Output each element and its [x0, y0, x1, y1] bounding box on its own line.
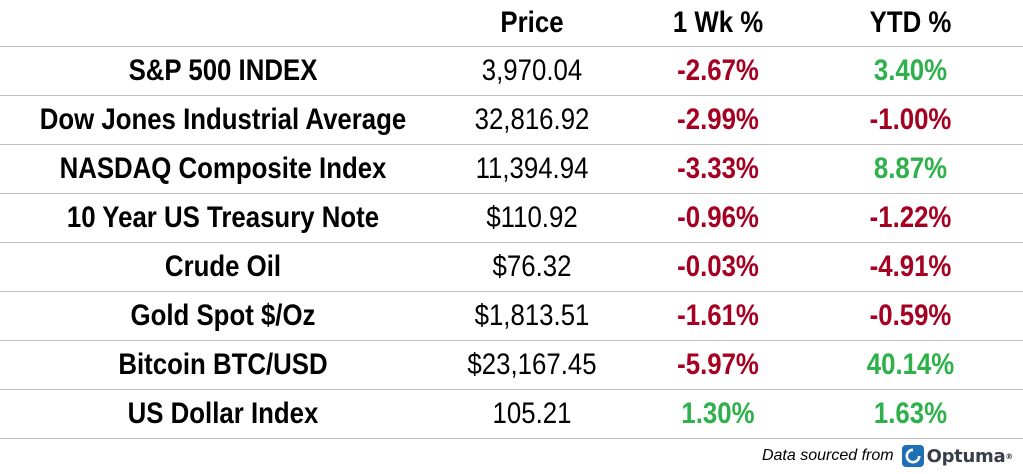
table-row: US Dollar Index 105.21 1.30% 1.63%	[0, 390, 1023, 439]
row-price: $76.32	[492, 250, 572, 283]
row-name: Dow Jones Industrial Average	[39, 103, 407, 136]
header-week-change: 1 Wk %	[672, 6, 764, 39]
row-name: S&P 500 INDEX	[128, 54, 318, 87]
row-price: 32,816.92	[474, 103, 590, 136]
table-row: Bitcoin BTC/USD $23,167.45 -5.97% 40.14%	[0, 341, 1023, 390]
optuma-logo-icon	[901, 445, 924, 467]
row-week-change: -2.99%	[677, 103, 759, 136]
row-name: 10 Year US Treasury Note	[66, 201, 380, 234]
row-price: 11,394.94	[475, 152, 589, 185]
row-name: US Dollar Index	[127, 397, 319, 430]
row-ytd-change: 40.14%	[866, 348, 955, 381]
market-performance-table: Price 1 Wk % YTD % S&P 500 INDEX 3,970.0…	[0, 0, 1023, 439]
row-name: Crude Oil	[164, 250, 282, 283]
row-ytd-change: -0.59%	[869, 299, 952, 332]
header-price: Price	[500, 6, 564, 39]
source-text: Data sourced from	[761, 447, 894, 464]
row-name: Bitcoin BTC/USD	[118, 348, 328, 381]
row-week-change: -5.97%	[677, 348, 759, 381]
row-ytd-change: 3.40%	[873, 54, 948, 87]
row-week-change: -2.67%	[677, 54, 759, 87]
row-week-change: -1.61%	[677, 299, 759, 332]
row-price: 3,970.04	[481, 54, 583, 87]
row-ytd-change: -4.91%	[869, 250, 952, 283]
row-week-change: 1.30%	[681, 397, 755, 430]
table-row: NASDAQ Composite Index 11,394.94 -3.33% …	[0, 145, 1023, 194]
row-name: Gold Spot $/Oz	[130, 299, 316, 332]
table-header-row: Price 1 Wk % YTD %	[0, 0, 1023, 47]
row-week-change: -0.03%	[677, 250, 759, 283]
row-price: 105.21	[492, 397, 572, 430]
source-attribution: Data sourced from Optuma ®	[762, 442, 1013, 470]
table-row: S&P 500 INDEX 3,970.04 -2.67% 3.40%	[0, 47, 1023, 96]
optuma-logo-tm: ®	[1005, 451, 1013, 461]
table-row: Gold Spot $/Oz $1,813.51 -1.61% -0.59%	[0, 292, 1023, 341]
optuma-logo: Optuma ®	[901, 445, 1013, 467]
row-week-change: -0.96%	[677, 201, 759, 234]
row-name: NASDAQ Composite Index	[59, 152, 387, 185]
optuma-logo-text: Optuma	[926, 445, 1006, 467]
row-ytd-change: 1.63%	[873, 397, 948, 430]
row-ytd-change: -1.00%	[869, 103, 952, 136]
table-row: 10 Year US Treasury Note $110.92 -0.96% …	[0, 194, 1023, 243]
row-ytd-change: -1.22%	[869, 201, 952, 234]
row-price: $1,813.51	[474, 299, 590, 332]
row-price: $23,167.45	[467, 348, 597, 381]
header-ytd-change: YTD %	[869, 6, 952, 39]
row-price: $110.92	[486, 201, 578, 234]
row-week-change: -3.33%	[677, 152, 759, 185]
row-ytd-change: 8.87%	[873, 152, 948, 185]
table-row: Crude Oil $76.32 -0.03% -4.91%	[0, 243, 1023, 292]
table-row: Dow Jones Industrial Average 32,816.92 -…	[0, 96, 1023, 145]
